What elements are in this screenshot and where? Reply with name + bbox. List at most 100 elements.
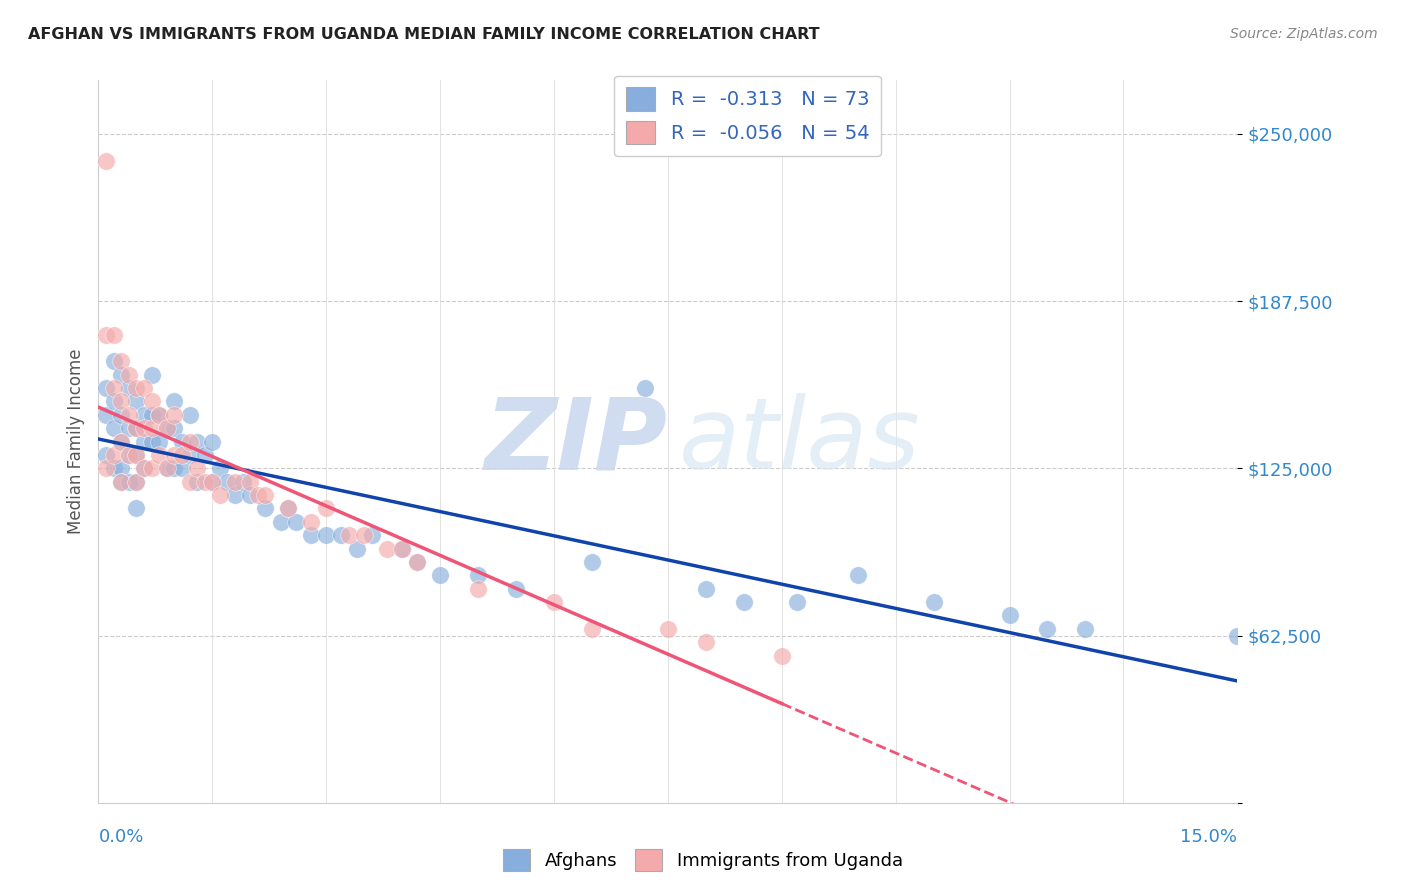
Point — [429, 568, 451, 582]
Point — [148, 408, 170, 422]
Point — [770, 648, 793, 663]
Point — [141, 421, 163, 435]
Point — [110, 434, 132, 449]
Point — [786, 595, 808, 609]
Point — [186, 461, 208, 475]
Point — [132, 421, 155, 435]
Point — [201, 475, 224, 489]
Point — [467, 568, 489, 582]
Point — [156, 461, 179, 475]
Point — [201, 434, 224, 449]
Point — [208, 461, 231, 475]
Point — [232, 475, 254, 489]
Point — [94, 153, 117, 168]
Point — [110, 394, 132, 409]
Point — [110, 368, 132, 382]
Point — [125, 475, 148, 489]
Point — [110, 434, 132, 449]
Point — [118, 421, 141, 435]
Point — [391, 541, 413, 556]
Point — [94, 461, 117, 475]
Point — [733, 595, 755, 609]
Point — [375, 541, 398, 556]
Point — [330, 528, 353, 542]
Point — [201, 475, 224, 489]
Point — [353, 528, 375, 542]
Point — [141, 394, 163, 409]
Point — [103, 381, 125, 395]
Legend: R =  -0.313   N = 73, R =  -0.056   N = 54: R = -0.313 N = 73, R = -0.056 N = 54 — [614, 76, 882, 156]
Point — [141, 408, 163, 422]
Point — [543, 595, 565, 609]
Point — [141, 461, 163, 475]
Point — [186, 434, 208, 449]
Point — [103, 394, 125, 409]
Text: ZIP: ZIP — [485, 393, 668, 490]
Point — [299, 528, 322, 542]
Point — [110, 408, 132, 422]
Point — [360, 528, 382, 542]
Point — [125, 381, 148, 395]
Point — [246, 488, 269, 502]
Point — [132, 408, 155, 422]
Point — [179, 434, 201, 449]
Point — [194, 475, 217, 489]
Point — [634, 381, 657, 395]
Point — [581, 622, 603, 636]
Point — [110, 475, 132, 489]
Point — [125, 475, 148, 489]
Y-axis label: Median Family Income: Median Family Income — [66, 349, 84, 534]
Point — [179, 475, 201, 489]
Point — [103, 421, 125, 435]
Point — [179, 408, 201, 422]
Point — [156, 421, 179, 435]
Point — [277, 501, 299, 516]
Point — [179, 448, 201, 462]
Point — [170, 434, 193, 449]
Point — [239, 488, 262, 502]
Legend: Afghans, Immigrants from Uganda: Afghans, Immigrants from Uganda — [496, 842, 910, 879]
Point — [1226, 628, 1249, 642]
Point — [125, 421, 148, 435]
Point — [224, 475, 246, 489]
Point — [94, 408, 117, 422]
Point — [581, 555, 603, 569]
Point — [125, 448, 148, 462]
Point — [998, 608, 1021, 623]
Text: atlas: atlas — [679, 393, 921, 490]
Point — [148, 448, 170, 462]
Point — [254, 501, 277, 516]
Point — [132, 461, 155, 475]
Text: 0.0%: 0.0% — [98, 828, 143, 847]
Point — [922, 595, 945, 609]
Point — [277, 501, 299, 516]
Point — [239, 475, 262, 489]
Point — [132, 434, 155, 449]
Point — [194, 448, 217, 462]
Point — [94, 381, 117, 395]
Point — [657, 622, 679, 636]
Point — [148, 408, 170, 422]
Point — [125, 394, 148, 409]
Text: Source: ZipAtlas.com: Source: ZipAtlas.com — [1230, 27, 1378, 41]
Point — [103, 448, 125, 462]
Point — [118, 448, 141, 462]
Point — [94, 327, 117, 342]
Point — [163, 394, 186, 409]
Point — [141, 434, 163, 449]
Point — [337, 528, 360, 542]
Point — [118, 368, 141, 382]
Point — [467, 582, 489, 596]
Point — [125, 448, 148, 462]
Point — [254, 488, 277, 502]
Point — [132, 461, 155, 475]
Point — [315, 501, 337, 516]
Point — [695, 582, 717, 596]
Point — [186, 475, 208, 489]
Point — [118, 475, 141, 489]
Point — [315, 528, 337, 542]
Point — [103, 461, 125, 475]
Point — [346, 541, 368, 556]
Point — [156, 421, 179, 435]
Point — [391, 541, 413, 556]
